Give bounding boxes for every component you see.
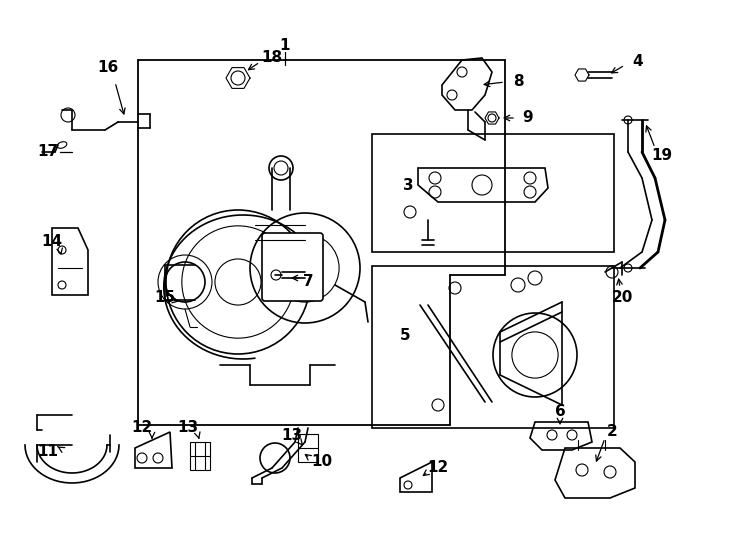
Text: 10: 10 bbox=[311, 455, 333, 469]
Bar bbox=[298, 434, 318, 462]
Text: 1: 1 bbox=[280, 37, 290, 52]
Text: 12: 12 bbox=[427, 461, 448, 476]
Text: 8: 8 bbox=[512, 75, 523, 90]
Text: 15: 15 bbox=[154, 291, 175, 306]
Text: 3: 3 bbox=[403, 178, 413, 192]
Text: 14: 14 bbox=[41, 234, 62, 249]
Text: 4: 4 bbox=[633, 55, 643, 70]
Text: 19: 19 bbox=[652, 147, 672, 163]
Text: 13: 13 bbox=[178, 421, 199, 435]
Text: 6: 6 bbox=[555, 404, 565, 420]
Text: 20: 20 bbox=[611, 291, 633, 306]
FancyBboxPatch shape bbox=[262, 233, 323, 301]
Bar bbox=[372, 266, 614, 428]
Text: 5: 5 bbox=[400, 327, 410, 342]
Text: 7: 7 bbox=[302, 274, 313, 289]
Text: 11: 11 bbox=[37, 444, 59, 460]
Text: 18: 18 bbox=[261, 51, 283, 65]
Text: 2: 2 bbox=[606, 424, 617, 440]
Text: 12: 12 bbox=[131, 421, 153, 435]
Text: 9: 9 bbox=[523, 111, 534, 125]
Bar bbox=[372, 134, 614, 252]
Text: 16: 16 bbox=[98, 60, 119, 76]
Text: 17: 17 bbox=[37, 145, 59, 159]
Text: 13: 13 bbox=[281, 428, 302, 442]
Bar bbox=[190, 442, 210, 470]
